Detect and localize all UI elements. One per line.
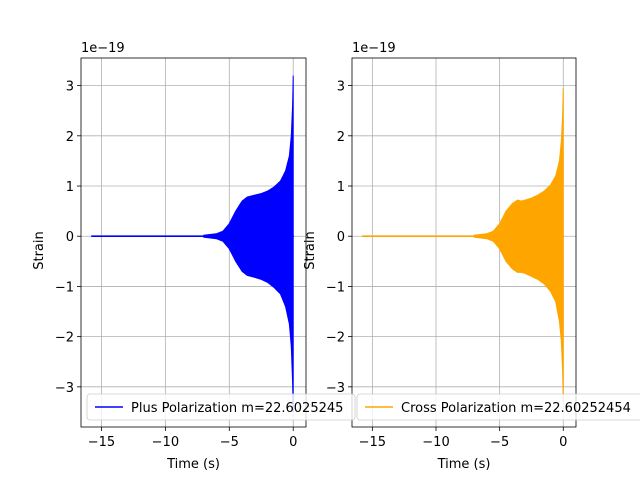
x-tick-label: −5: [220, 435, 239, 450]
series-oscillation: [473, 88, 564, 402]
legend-label: Cross Polarization m=22.60252454: [401, 401, 631, 416]
y-tick-label: −3: [326, 381, 345, 396]
x-tick-label: −5: [490, 435, 509, 450]
y-tick-label: −2: [326, 331, 345, 346]
y-tick-label: −3: [55, 381, 74, 396]
y-axis-label: Strain: [32, 231, 47, 270]
cross-polarization-series: [362, 88, 564, 402]
x-axis-label: Time (s): [166, 457, 220, 472]
x-tick-label: 0: [289, 435, 297, 450]
axes-frame: [80, 57, 307, 428]
y-tick-label: −2: [55, 331, 74, 346]
y-tick-label: 1: [66, 180, 74, 195]
x-axis-ticks: −15 −10 −5 0: [88, 427, 297, 450]
y-tick-label: 2: [66, 130, 74, 145]
legend-label: Plus Polarization m=22.6025245: [131, 401, 343, 416]
y-tick-label: −1: [326, 280, 345, 295]
legend-box: [86, 393, 356, 421]
y-tick-label: 1: [337, 180, 345, 195]
y-tick-label: 3: [66, 80, 74, 95]
y-tick-label: 0: [337, 230, 345, 245]
x-tick-label: −15: [88, 435, 115, 450]
y-tick-label: 2: [337, 130, 345, 145]
y-offset-label: 1e−19: [352, 41, 396, 56]
x-tick-label: −10: [152, 435, 179, 450]
y-axis-label: Strain: [303, 231, 318, 270]
plus-polarization-series: [91, 75, 294, 412]
x-tick-label: 0: [559, 435, 567, 450]
y-tick-label: 0: [66, 230, 74, 245]
y-axis-ticks: −3 −2 −1 0 1 2 3: [55, 80, 81, 396]
x-axis-ticks: −15 −10 −5 0: [359, 427, 567, 450]
axes-frame: [351, 57, 577, 428]
series-oscillation: [203, 75, 294, 412]
y-tick-label: −1: [55, 280, 74, 295]
x-axis-label: Time (s): [437, 457, 491, 472]
x-tick-label: −10: [422, 435, 449, 450]
y-axis-ticks: −3 −2 −1 0 1 2 3: [326, 80, 352, 396]
legend-cross: Cross Polarization m=22.60252454: [356, 393, 640, 421]
legend-box: [356, 393, 640, 421]
y-tick-label: 3: [337, 80, 345, 95]
legend-plus: Plus Polarization m=22.6025245: [86, 393, 356, 421]
y-offset-label: 1e−19: [81, 41, 125, 56]
x-tick-label: −15: [359, 435, 386, 450]
